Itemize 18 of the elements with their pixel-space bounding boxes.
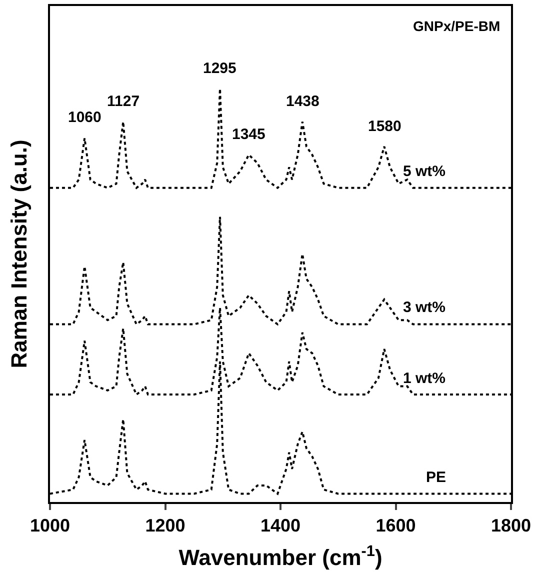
x-tick-label: 1800 xyxy=(490,516,532,536)
annotation: 1060 xyxy=(68,109,102,126)
text: GNPx/PE-BM xyxy=(413,18,500,34)
x-tick-label: 1000 xyxy=(30,516,70,536)
series-label: 3 wt% xyxy=(403,299,446,316)
annotation: 1345 xyxy=(232,126,266,143)
annotation: 1295 xyxy=(203,60,236,77)
x-tick-label: 1200 xyxy=(145,516,186,536)
x-tick-label: 1600 xyxy=(376,516,416,536)
annotation: 1438 xyxy=(286,93,320,110)
series-label: 1 wt% xyxy=(403,370,446,387)
annotation: 1127 xyxy=(107,93,140,110)
series-label: PE xyxy=(426,469,446,486)
x-tick-label: 1400 xyxy=(260,516,301,536)
y-axis-title: Raman Intensity (a.u.) xyxy=(6,140,32,368)
annotation: 1580 xyxy=(368,118,402,135)
series-label: 5 wt% xyxy=(403,163,446,180)
x-axis-title: Wavenumber (cm$^{-1}$) xyxy=(178,542,382,570)
